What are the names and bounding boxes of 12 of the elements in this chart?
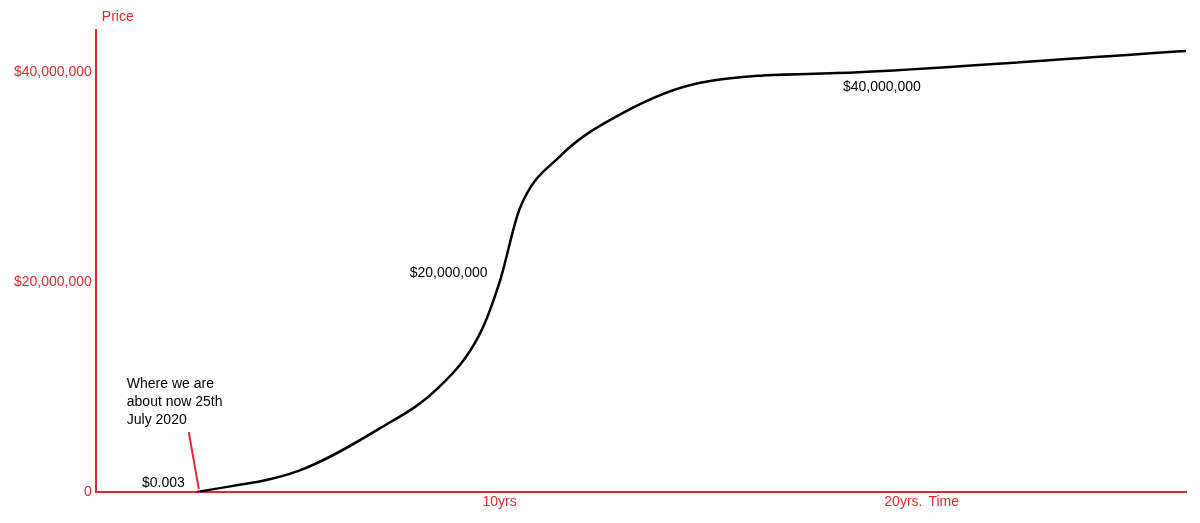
y-tick-label: $20,000,000 bbox=[14, 272, 93, 289]
x-tick-label: 20yrs. bbox=[884, 493, 923, 510]
annotation: $20,000,000 bbox=[409, 263, 488, 280]
y-tick-label: $40,000,000 bbox=[14, 62, 93, 79]
y-axis-title: Price bbox=[101, 7, 134, 24]
y-tick-label: 0 bbox=[84, 483, 93, 500]
annotation: $40,000,000 bbox=[842, 77, 922, 94]
annotation: $0.003 bbox=[141, 474, 185, 491]
line-series bbox=[195, 49, 1186, 493]
x-axis-title: Time bbox=[928, 493, 960, 510]
annotation: Where we are about now 25th July 2020 bbox=[126, 375, 223, 428]
x-tick-label: 10yrs bbox=[482, 493, 517, 510]
